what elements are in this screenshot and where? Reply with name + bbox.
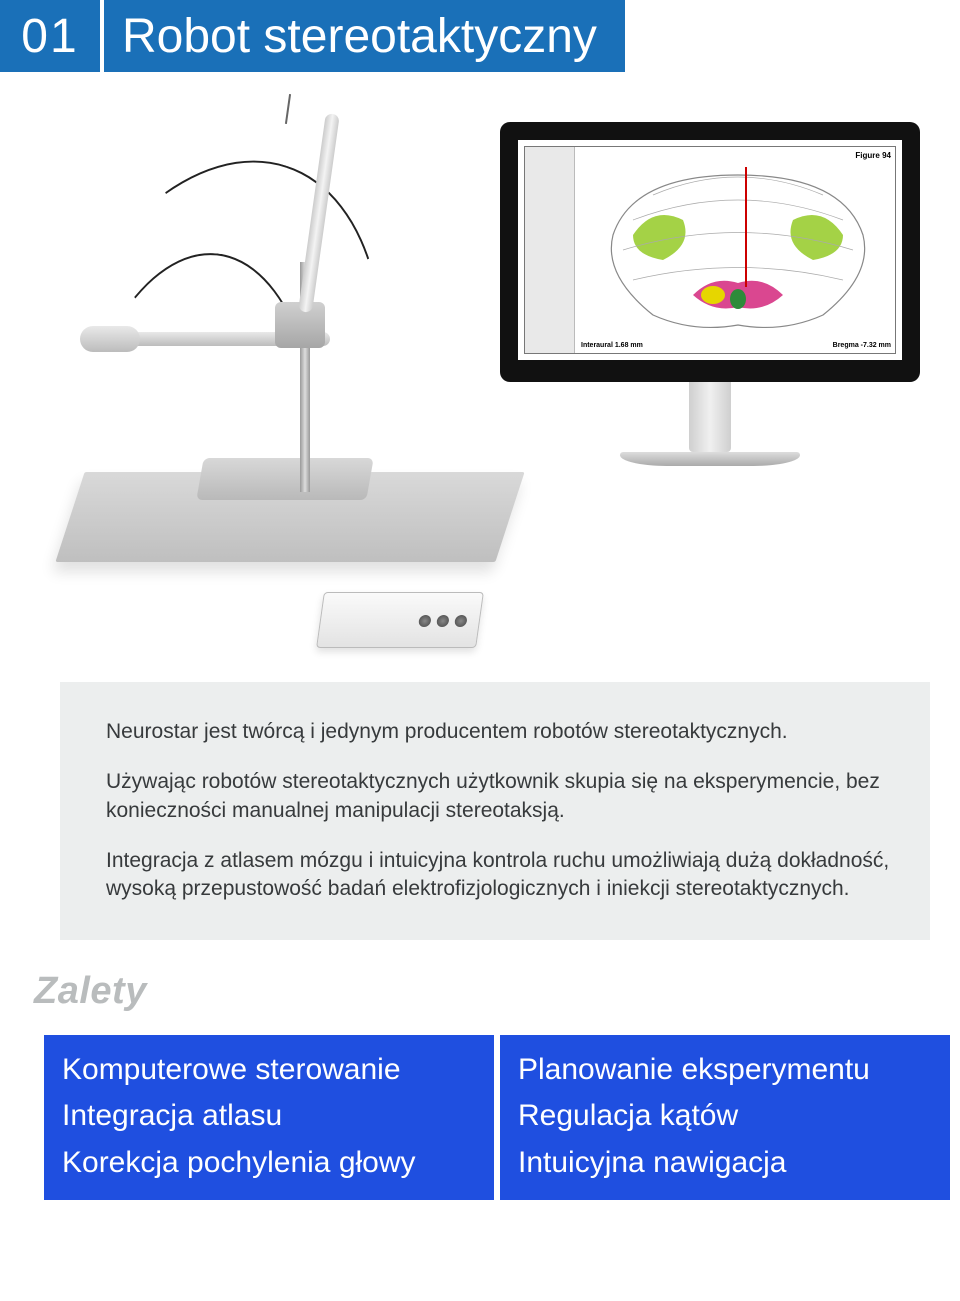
benefit-item: Komputerowe sterowanie <box>62 1047 476 1094</box>
probe-tip <box>285 94 291 124</box>
header-number: 01 <box>0 0 100 72</box>
benefits-heading: Zalety <box>34 970 960 1013</box>
micrometer <box>80 326 140 352</box>
bregma-label: Bregma -7.32 mm <box>833 342 891 349</box>
info-paragraph: Używając robotów stereotaktycznych użytk… <box>106 768 890 825</box>
port-icon <box>418 615 432 627</box>
atlas-toolbar <box>525 147 575 353</box>
benefit-item: Regulacja kątów <box>518 1093 932 1140</box>
info-paragraph: Integracja z atlasem mózgu i intuicyjna … <box>106 847 890 904</box>
brain-slice <box>593 165 883 335</box>
stereotaxic-rig <box>40 112 540 632</box>
control-box <box>316 592 484 648</box>
port-icon <box>454 615 468 627</box>
monitor: Figure 94 Interaural 1.68 mm Bregma -7.3… <box>500 122 920 466</box>
head-holder <box>196 458 373 500</box>
benefits-left: Komputerowe sterowanie Integracja atlasu… <box>44 1035 494 1201</box>
benefit-item: Integracja atlasu <box>62 1093 476 1140</box>
benefits-row: Komputerowe sterowanie Integracja atlasu… <box>0 1035 960 1201</box>
hero-illustration: Figure 94 Interaural 1.68 mm Bregma -7.3… <box>0 92 960 652</box>
monitor-stand <box>689 382 731 452</box>
benefit-item: Korekcja pochylenia głowy <box>62 1140 476 1187</box>
port-icon <box>436 615 450 627</box>
header-bar: 01 Robot stereotaktyczny <box>0 0 960 72</box>
probe-trajectory <box>745 167 747 287</box>
monitor-screen: Figure 94 Interaural 1.68 mm Bregma -7.3… <box>500 122 920 382</box>
benefit-item: Intuicyjna nawigacja <box>518 1140 932 1187</box>
atlas-app: Figure 94 Interaural 1.68 mm Bregma -7.3… <box>524 146 896 354</box>
benefits-right: Planowanie eksperymentu Regulacja kątów … <box>500 1035 950 1201</box>
benefit-item: Planowanie eksperymentu <box>518 1047 932 1094</box>
monitor-base <box>620 452 800 466</box>
interaural-label: Interaural 1.68 mm <box>581 342 643 349</box>
header-title: Robot stereotaktyczny <box>104 0 625 72</box>
figure-label: Figure 94 <box>855 151 891 160</box>
